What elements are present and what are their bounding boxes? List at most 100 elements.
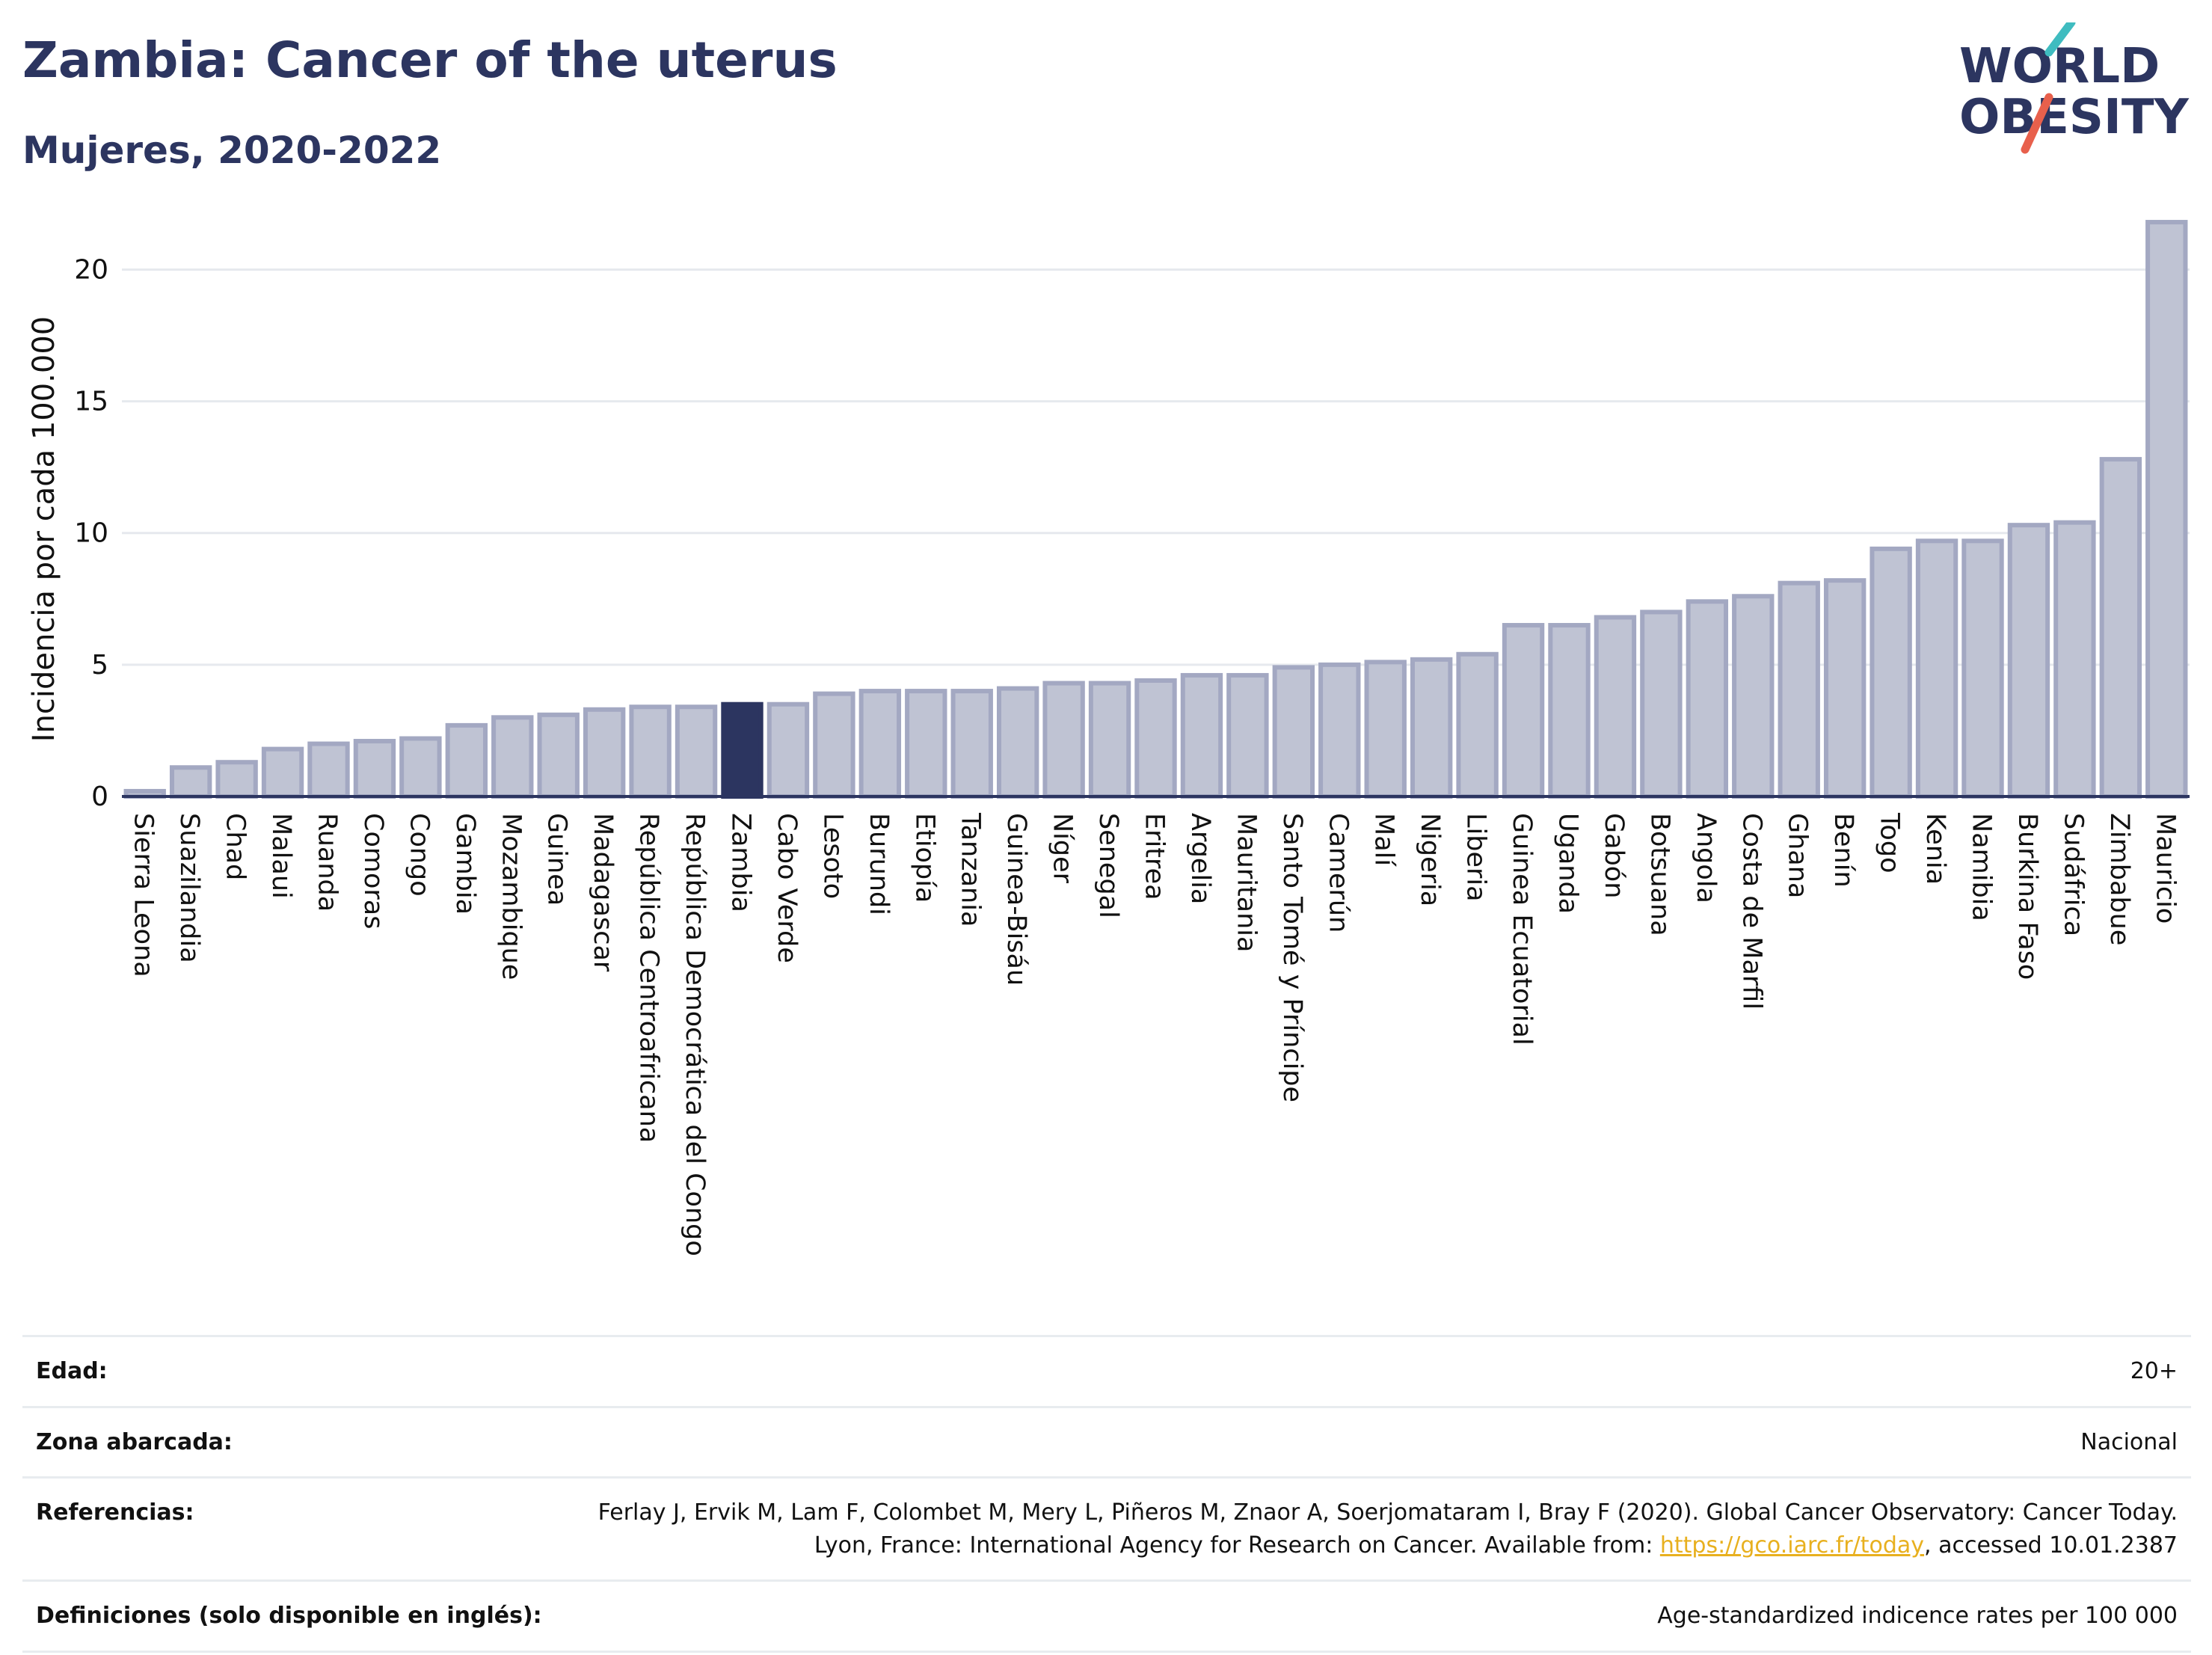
x-tick-label: Gambia: [450, 813, 480, 915]
reference-suffix: , accessed 10.01.2387: [1924, 1532, 2178, 1559]
bar-etiop-a[interactable]: [905, 689, 947, 799]
x-tick-label: Chad: [221, 813, 251, 880]
bar-malaui[interactable]: [261, 746, 304, 799]
x-tick-label: Mauricio: [2150, 813, 2180, 924]
bar-gab-n[interactable]: [1594, 615, 1637, 799]
info-row-age: Edad: 20+: [22, 1336, 2191, 1407]
x-tick-label: Costa de Marfil: [1736, 813, 1766, 1010]
bar-togo[interactable]: [1870, 546, 1912, 799]
bar-cabo-verde[interactable]: [766, 701, 810, 799]
info-label: Zona abarcada:: [36, 1428, 233, 1455]
bar-rep-blica-democr-tica-del-congo[interactable]: [675, 704, 718, 799]
info-value: Ferlay J, Ervik M, Lam F, Colombet M, Me…: [556, 1478, 2191, 1581]
info-label: Referencias:: [36, 1499, 194, 1526]
x-tick-label: Cabo Verde: [772, 813, 802, 963]
bar-angola[interactable]: [1686, 599, 1729, 799]
info-row-area: Zona abarcada: Nacional: [22, 1407, 2191, 1478]
x-tick-label: Tanzania: [956, 812, 986, 927]
bar-eritrea[interactable]: [1134, 678, 1177, 799]
bar-argelia[interactable]: [1180, 672, 1223, 799]
bar-liberia[interactable]: [1456, 651, 1499, 799]
x-tick-label: Malaui: [266, 813, 296, 899]
x-tick-label: Zambia: [726, 813, 756, 912]
x-tick-label: Eritrea: [1140, 813, 1170, 900]
bar-guinea[interactable]: [537, 712, 580, 799]
bar-gambia[interactable]: [445, 722, 488, 799]
bar-mauricio[interactable]: [2145, 220, 2188, 799]
y-axis-label: Incidencia por cada 100.000: [27, 316, 61, 743]
info-table: Edad: 20+ Zona abarcada: Nacional Refere…: [22, 1335, 2191, 1653]
bar-tanzania[interactable]: [950, 689, 993, 799]
logo-slash-teal: [2044, 22, 2076, 57]
bar-guinea-ecuatorial[interactable]: [1502, 623, 1545, 799]
bar-zimbabue[interactable]: [2099, 457, 2142, 799]
x-tick-label: Kenia: [1920, 813, 1950, 885]
reference-link[interactable]: https://gco.iarc.fr/today: [1659, 1532, 1925, 1559]
bar-uganda[interactable]: [1548, 623, 1591, 799]
y-tick-label: 5: [91, 650, 108, 681]
info-row-definitions: Definiciones (solo disponible en inglés)…: [22, 1580, 2191, 1651]
info-label: Definiciones (solo disponible en inglés)…: [36, 1603, 542, 1629]
bar-n-ger[interactable]: [1042, 681, 1085, 799]
x-tick-label: Comoras: [358, 813, 388, 929]
bar-ruanda[interactable]: [307, 741, 350, 799]
bar-burkina-faso[interactable]: [2007, 523, 2050, 799]
info-value: Age-standardized indicence rates per 100…: [1657, 1603, 2178, 1629]
info-row-references: Referencias: Ferlay J, Ervik M, Lam F, C…: [22, 1477, 2191, 1581]
bar-sud-frica[interactable]: [2053, 520, 2096, 799]
y-tick-label: 0: [91, 782, 108, 812]
x-tick-label: Gabón: [1599, 813, 1629, 898]
bar-congo[interactable]: [399, 736, 442, 799]
y-tick-label: 20: [74, 254, 108, 285]
bar-ghana[interactable]: [1778, 580, 1820, 799]
bar-mozambique[interactable]: [491, 715, 534, 799]
reference-text: Ferlay J, Ervik M, Lam F, Colombet M, Me…: [597, 1499, 2178, 1559]
bar-mauritania[interactable]: [1226, 672, 1269, 799]
bar-chad[interactable]: [215, 760, 258, 799]
info-value: Nacional: [2080, 1428, 2178, 1455]
info-value: 20+: [2130, 1358, 2178, 1384]
x-tick-label: Guinea-Bisáu: [1001, 813, 1031, 986]
x-tick-label: Ghana: [1783, 813, 1813, 898]
x-tick-label: Namibia: [1967, 813, 1997, 921]
logo-text-obesity: OBESITY: [1959, 90, 2189, 145]
x-tick-label: Zimbabue: [2104, 813, 2134, 945]
x-tick-label: Guinea: [542, 813, 572, 906]
logo-slash-red: [2021, 93, 2053, 154]
x-tick-label: Senegal: [1093, 813, 1123, 918]
x-tick-label: Níger: [1048, 813, 1078, 884]
x-tick-label: Togo: [1875, 812, 1905, 873]
bar-guinea-bis-u[interactable]: [996, 686, 1039, 799]
x-tick-label: Angola: [1691, 813, 1721, 903]
x-tick-label: Malí: [1369, 813, 1399, 867]
bar-lesoto[interactable]: [813, 691, 855, 799]
world-obesity-logo: WORLD OBESITY: [1959, 22, 2189, 154]
y-tick-label: 15: [74, 387, 108, 417]
bar-santo-tom-y-pr-ncipe[interactable]: [1272, 665, 1315, 799]
bar-zambia[interactable]: [721, 701, 764, 799]
bar-botsuana[interactable]: [1640, 610, 1683, 799]
bar-ben-n[interactable]: [1823, 578, 1867, 799]
bar-mal-[interactable]: [1364, 660, 1407, 799]
x-tick-label: República Centroafricana: [634, 813, 664, 1143]
x-tick-label: Guinea Ecuatorial: [1507, 813, 1537, 1045]
y-tick-label: 10: [74, 518, 108, 549]
x-tick-label: Benín: [1828, 813, 1858, 888]
bar-camer-n[interactable]: [1318, 662, 1361, 799]
x-tick-label: República Democrática del Congo: [680, 813, 710, 1256]
bar-namibia[interactable]: [1961, 538, 2004, 799]
x-tick-label: Botsuana: [1644, 813, 1674, 936]
bar-senegal[interactable]: [1088, 681, 1131, 799]
bar-rep-blica-centroafricana[interactable]: [629, 704, 672, 799]
bar-suazilandia[interactable]: [169, 765, 212, 799]
x-tick-label: Argelia: [1185, 813, 1215, 904]
x-tick-label: Burundi: [864, 813, 894, 915]
x-tick-label: Suazilandia: [174, 813, 204, 963]
bar-nigeria[interactable]: [1410, 657, 1453, 799]
x-tick-label: Burkina Faso: [2012, 813, 2042, 980]
bar-costa-de-marfil[interactable]: [1732, 594, 1775, 799]
bar-comoras[interactable]: [353, 739, 396, 799]
bar-kenia[interactable]: [1915, 538, 1958, 799]
bar-burundi[interactable]: [858, 689, 902, 799]
bar-madagascar[interactable]: [583, 707, 626, 799]
